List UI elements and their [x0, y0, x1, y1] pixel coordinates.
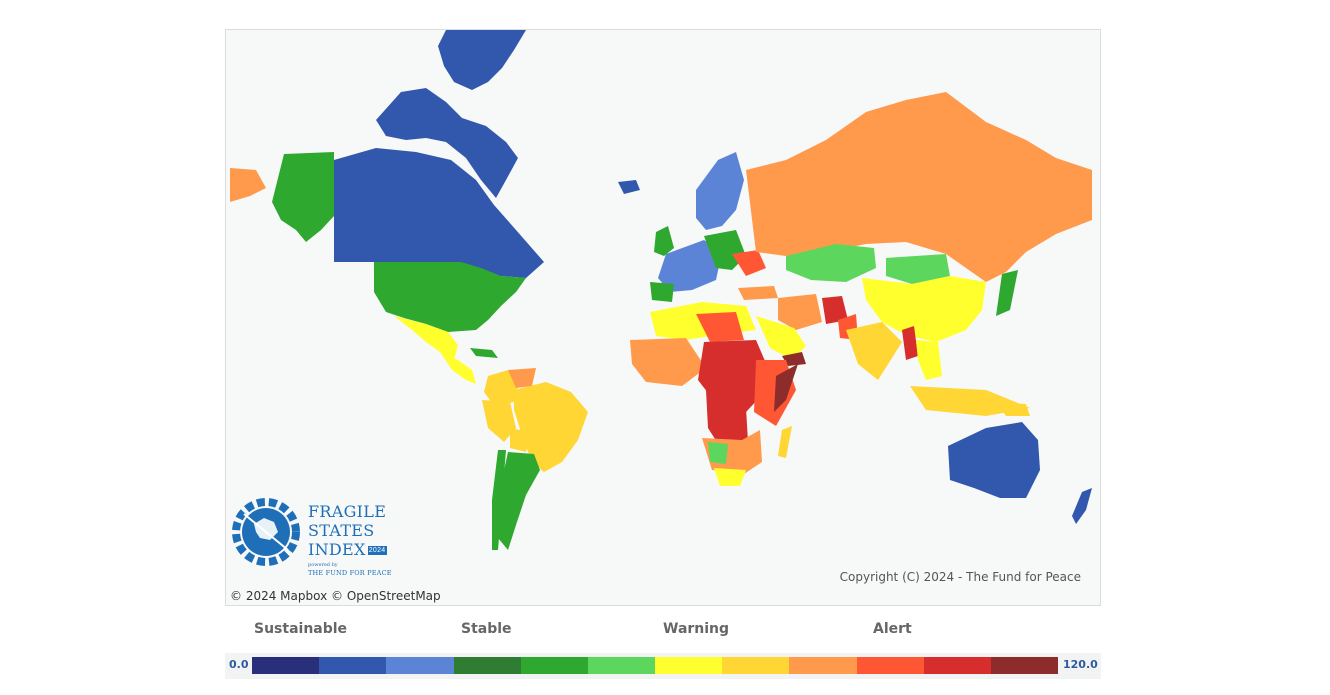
logo-line2: STATES — [308, 521, 375, 540]
country-southeast-asia[interactable] — [916, 340, 942, 380]
country-bolivia[interactable] — [510, 428, 530, 452]
country-western-europe[interactable] — [658, 240, 722, 292]
country-scandinavia[interactable] — [696, 152, 744, 230]
country-iberia[interactable] — [650, 282, 674, 302]
legend-swatch-0 — [252, 657, 320, 674]
legend-swatch-9 — [856, 657, 924, 674]
country-madagascar[interactable] — [778, 426, 792, 458]
country-peru[interactable] — [482, 400, 516, 442]
legend-swatch-11 — [990, 657, 1059, 674]
logo-line3: INDEX — [308, 540, 366, 559]
country-australia[interactable] — [948, 422, 1040, 498]
map-frame[interactable]: FRAGILE STATES INDEX 2024 powered by THE … — [225, 29, 1101, 606]
legend-label-alert: Alert — [873, 621, 912, 637]
fsi-logo[interactable]: FRAGILE STATES INDEX 2024 powered by THE … — [230, 496, 400, 582]
legend-label-stable: Stable — [461, 621, 512, 637]
country-india[interactable] — [846, 322, 902, 380]
country-myanmar[interactable] — [902, 326, 918, 360]
logo-line3-row: INDEX 2024 — [308, 540, 387, 559]
legend-color-bar — [252, 657, 1059, 674]
legend-swatch-4 — [520, 657, 588, 674]
country-cuba[interactable] — [470, 348, 498, 358]
legend-max-value: 120.0 — [1063, 658, 1098, 671]
country-argentina[interactable] — [498, 452, 540, 550]
globe-gear-icon — [232, 498, 300, 566]
country-alaska[interactable] — [272, 152, 334, 242]
country-arabia[interactable] — [756, 316, 806, 360]
country-south-africa[interactable] — [714, 468, 746, 486]
legend-swatch-1 — [319, 657, 387, 674]
country-uk[interactable] — [654, 226, 674, 256]
country-kazakhstan[interactable] — [786, 244, 876, 282]
country-west-africa[interactable] — [630, 338, 706, 386]
country-venezuela[interactable] — [508, 368, 536, 388]
country-china[interactable] — [862, 276, 986, 342]
logo-powered-by: powered by — [308, 562, 338, 568]
country-yemen[interactable] — [782, 352, 806, 366]
country-mongolia[interactable] — [886, 254, 950, 284]
country-brazil[interactable] — [514, 382, 588, 472]
country-canada[interactable] — [334, 148, 544, 282]
country-afghanistan[interactable] — [822, 296, 848, 324]
country-iran[interactable] — [778, 294, 822, 330]
logo-line1: FRAGILE — [308, 502, 387, 521]
country-new-zealand[interactable] — [1072, 488, 1092, 524]
country-usa[interactable] — [374, 262, 526, 332]
country-southern-africa[interactable] — [702, 430, 762, 474]
legend-label-sustainable: Sustainable — [254, 621, 348, 637]
country-japan[interactable] — [996, 270, 1018, 316]
country-libya-egypt[interactable] — [696, 312, 744, 342]
country-canada-arctic[interactable] — [376, 88, 518, 198]
map-attribution[interactable]: © 2024 Mapbox © OpenStreetMap — [230, 589, 441, 603]
country-iceland[interactable] — [618, 180, 640, 194]
logo-year: 2024 — [367, 546, 387, 555]
legend-swatch-8 — [789, 657, 857, 674]
country-turkey[interactable] — [738, 286, 778, 300]
map-copyright: Copyright (C) 2024 - The Fund for Peace — [839, 570, 1081, 584]
world-map[interactable] — [226, 30, 1101, 606]
country-central-america[interactable] — [440, 352, 476, 384]
legend-swatch-10 — [923, 657, 991, 674]
legend-swatch-2 — [386, 657, 454, 674]
country-central-africa[interactable] — [706, 390, 748, 450]
legend-swatch-3 — [453, 657, 521, 674]
country-indonesia[interactable] — [910, 386, 1030, 416]
country-papua-new-guinea[interactable] — [996, 402, 1030, 416]
logo-org: THE FUND FOR PEACE — [308, 569, 392, 577]
legend-label-warning: Warning — [663, 621, 730, 637]
country-russia-east-tip[interactable] — [230, 168, 266, 202]
fsi-wordmark: FRAGILE STATES INDEX 2024 — [308, 502, 387, 559]
country-eastern-europe[interactable] — [704, 230, 746, 270]
country-ukraine[interactable] — [732, 250, 766, 276]
legend-swatch-7 — [722, 657, 790, 674]
country-mexico[interactable] — [394, 316, 458, 360]
country-russia[interactable] — [746, 92, 1092, 282]
legend-scale: 0.0 120.0 — [225, 653, 1101, 679]
legend-labels: Sustainable Stable Warning Alert — [0, 621, 1330, 641]
legend-swatch-5 — [587, 657, 656, 674]
legend-swatch-6 — [655, 657, 723, 674]
country-botswana[interactable] — [708, 442, 728, 464]
country-chile[interactable] — [492, 450, 506, 550]
legend-min-value: 0.0 — [229, 658, 249, 671]
country-somalia[interactable] — [774, 364, 798, 412]
country-colombia[interactable] — [484, 370, 518, 406]
country-greenland[interactable] — [438, 30, 526, 90]
